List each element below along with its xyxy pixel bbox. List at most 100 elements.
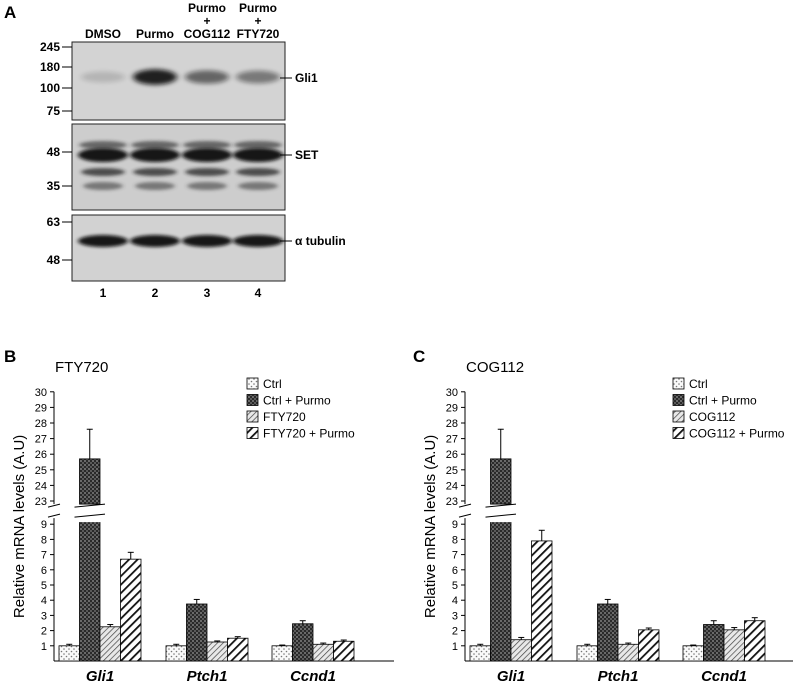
mw-marker: 63 xyxy=(47,215,61,229)
mw-marker: 35 xyxy=(47,179,61,193)
bar xyxy=(206,641,228,662)
band xyxy=(233,148,283,162)
y-tick-label: 28 xyxy=(446,418,458,430)
band xyxy=(78,235,128,247)
band xyxy=(238,182,278,190)
band xyxy=(79,141,127,149)
y-tick-label: 25 xyxy=(35,465,47,477)
band xyxy=(83,182,123,190)
band xyxy=(130,235,180,247)
legend-swatch xyxy=(246,427,259,439)
panel-label: C xyxy=(413,347,425,366)
lane-number-3: 3 xyxy=(204,286,211,300)
lane-headers: DMSO Purmo Purmo + COG112 Purmo + FTY720 xyxy=(85,1,280,41)
legend-swatch xyxy=(672,394,685,406)
legend-label: FTY720 xyxy=(263,410,306,424)
legend-swatch xyxy=(672,410,685,423)
y-tick-label: 9 xyxy=(452,519,458,531)
lane-numbers: 1 2 3 4 xyxy=(100,286,262,300)
bar xyxy=(469,645,491,662)
mw-marker: 245 xyxy=(40,40,60,54)
bar xyxy=(638,629,660,662)
y-tick-label: 3 xyxy=(41,610,47,622)
y-tick-label: 24 xyxy=(446,480,458,492)
lane-header-1: DMSO xyxy=(85,27,121,41)
bar xyxy=(490,458,512,505)
legend-swatch xyxy=(246,377,259,390)
legend: Ctrl Ctrl + Purmo FTY720 FTY720 + Purmo xyxy=(246,377,355,441)
bar xyxy=(531,540,553,662)
band xyxy=(81,71,125,83)
band xyxy=(135,182,175,190)
y-tick-label: 23 xyxy=(446,496,458,508)
lane-header-2: Purmo xyxy=(136,27,174,41)
axis-break-marks xyxy=(458,503,472,518)
chart-title: FTY720 xyxy=(55,359,108,376)
legend: Ctrl Ctrl + Purmo COG112 COG112 + Purmo xyxy=(672,377,785,441)
bar xyxy=(165,645,187,662)
band xyxy=(236,70,280,84)
y-tick-label: 29 xyxy=(446,402,458,414)
blot-gli1-bands xyxy=(81,69,280,85)
y-tick-label: 1 xyxy=(452,641,458,653)
blot-tubulin-bands xyxy=(78,235,283,247)
y-tick-label: 5 xyxy=(41,580,47,592)
panel-a: A DMSO Purmo Purmo + COG112 Purmo + FTY7… xyxy=(4,1,346,300)
lane-number-2: 2 xyxy=(152,286,159,300)
category-label: Ccnd1 xyxy=(701,668,747,685)
legend-swatch xyxy=(246,394,259,406)
band xyxy=(182,235,232,247)
bar xyxy=(312,643,334,662)
category-label: Gli1 xyxy=(86,668,114,685)
category-label: Gli1 xyxy=(497,668,525,685)
mw-marker: 180 xyxy=(40,60,60,74)
panel-label: B xyxy=(4,347,16,366)
bar xyxy=(723,629,745,662)
blot-set-bands xyxy=(78,141,283,190)
y-tick-label: 30 xyxy=(446,387,458,399)
mw-marker: 100 xyxy=(40,81,60,95)
y-tick-label: 26 xyxy=(35,449,47,461)
y-tick-label: 27 xyxy=(446,434,458,446)
y-tick-label: 7 xyxy=(41,550,47,562)
band xyxy=(130,148,180,162)
y-tick-label: 5 xyxy=(452,580,458,592)
bar-break-marks xyxy=(74,503,106,518)
legend-label: Ctrl + Purmo xyxy=(689,394,757,408)
y-tick-label: 7 xyxy=(452,550,458,562)
category-label: Ptch1 xyxy=(187,668,228,685)
bar xyxy=(597,603,619,662)
bar xyxy=(744,620,766,662)
bar-break-gap xyxy=(75,514,104,523)
legend-label: FTY720 + Purmo xyxy=(263,427,355,441)
blot-tubulin: 63 48 α tubulin xyxy=(47,214,346,282)
lane-header-3-line1: Purmo xyxy=(188,1,226,15)
y-tick-label: 25 xyxy=(446,465,458,477)
blot-gli1-label: Gli1 xyxy=(295,71,318,85)
bar xyxy=(576,645,598,662)
bar xyxy=(120,558,142,662)
legend-label: COG112 + Purmo xyxy=(689,427,785,441)
category-label: Ptch1 xyxy=(598,668,639,685)
y-tick-label: 4 xyxy=(452,595,458,607)
y-tick-label: 2 xyxy=(41,626,47,638)
legend-label: Ctrl + Purmo xyxy=(263,394,331,408)
legend-label: Ctrl xyxy=(263,377,282,391)
band xyxy=(133,168,177,176)
bar xyxy=(79,458,101,505)
band xyxy=(78,148,128,162)
y-tick-label: 8 xyxy=(452,534,458,546)
y-tick-label: 23 xyxy=(35,496,47,508)
blot-tubulin-frame xyxy=(71,214,286,282)
blot-set: 48 35 SET xyxy=(47,123,319,211)
bar xyxy=(99,626,121,662)
band xyxy=(187,182,227,190)
y-tick-label: 30 xyxy=(35,387,47,399)
legend-swatch xyxy=(672,377,685,390)
lane-header-4-line3: FTY720 xyxy=(237,27,280,41)
legend-label: Ctrl xyxy=(689,377,708,391)
y-tick-label: 3 xyxy=(452,610,458,622)
y-tick-label: 28 xyxy=(35,418,47,430)
